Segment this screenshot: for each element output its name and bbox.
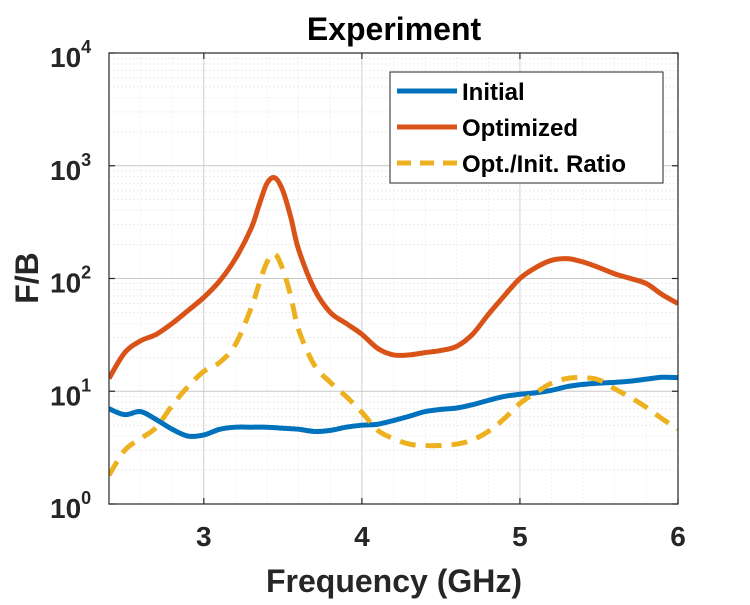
y-tick-label: 104	[50, 37, 91, 73]
y-tick-label: 101	[50, 375, 91, 411]
x-tick-label: 3	[196, 521, 212, 552]
legend-label-optimized: Optimized	[462, 115, 578, 142]
series-layer	[109, 175, 678, 477]
x-tick-label: 4	[354, 521, 370, 552]
legend-label-initial: Initial	[462, 79, 525, 106]
y-tick-label: 102	[50, 263, 91, 299]
legend-label-ratio: Opt./Init. Ratio	[462, 151, 626, 178]
x-tick-label: 5	[512, 521, 528, 552]
legend: Initial Optimized Opt./Init. Ratio	[389, 71, 664, 184]
y-tick-label: 103	[50, 150, 91, 186]
y-tick-label: 100	[50, 488, 91, 524]
x-tick-label: 6	[670, 521, 686, 552]
series-line-optimized	[109, 175, 678, 380]
x-axis-label: Frequency (GHz)	[266, 563, 522, 599]
series-line-initial	[109, 374, 678, 439]
tick-labels: 3 4 5 6 100 101 102 103 104	[50, 37, 686, 552]
chart-title: Experiment	[307, 11, 482, 47]
ticks	[109, 52, 679, 505]
y-axis-label: F/B	[9, 252, 45, 304]
series-line-opt-init-ratio	[109, 251, 678, 477]
